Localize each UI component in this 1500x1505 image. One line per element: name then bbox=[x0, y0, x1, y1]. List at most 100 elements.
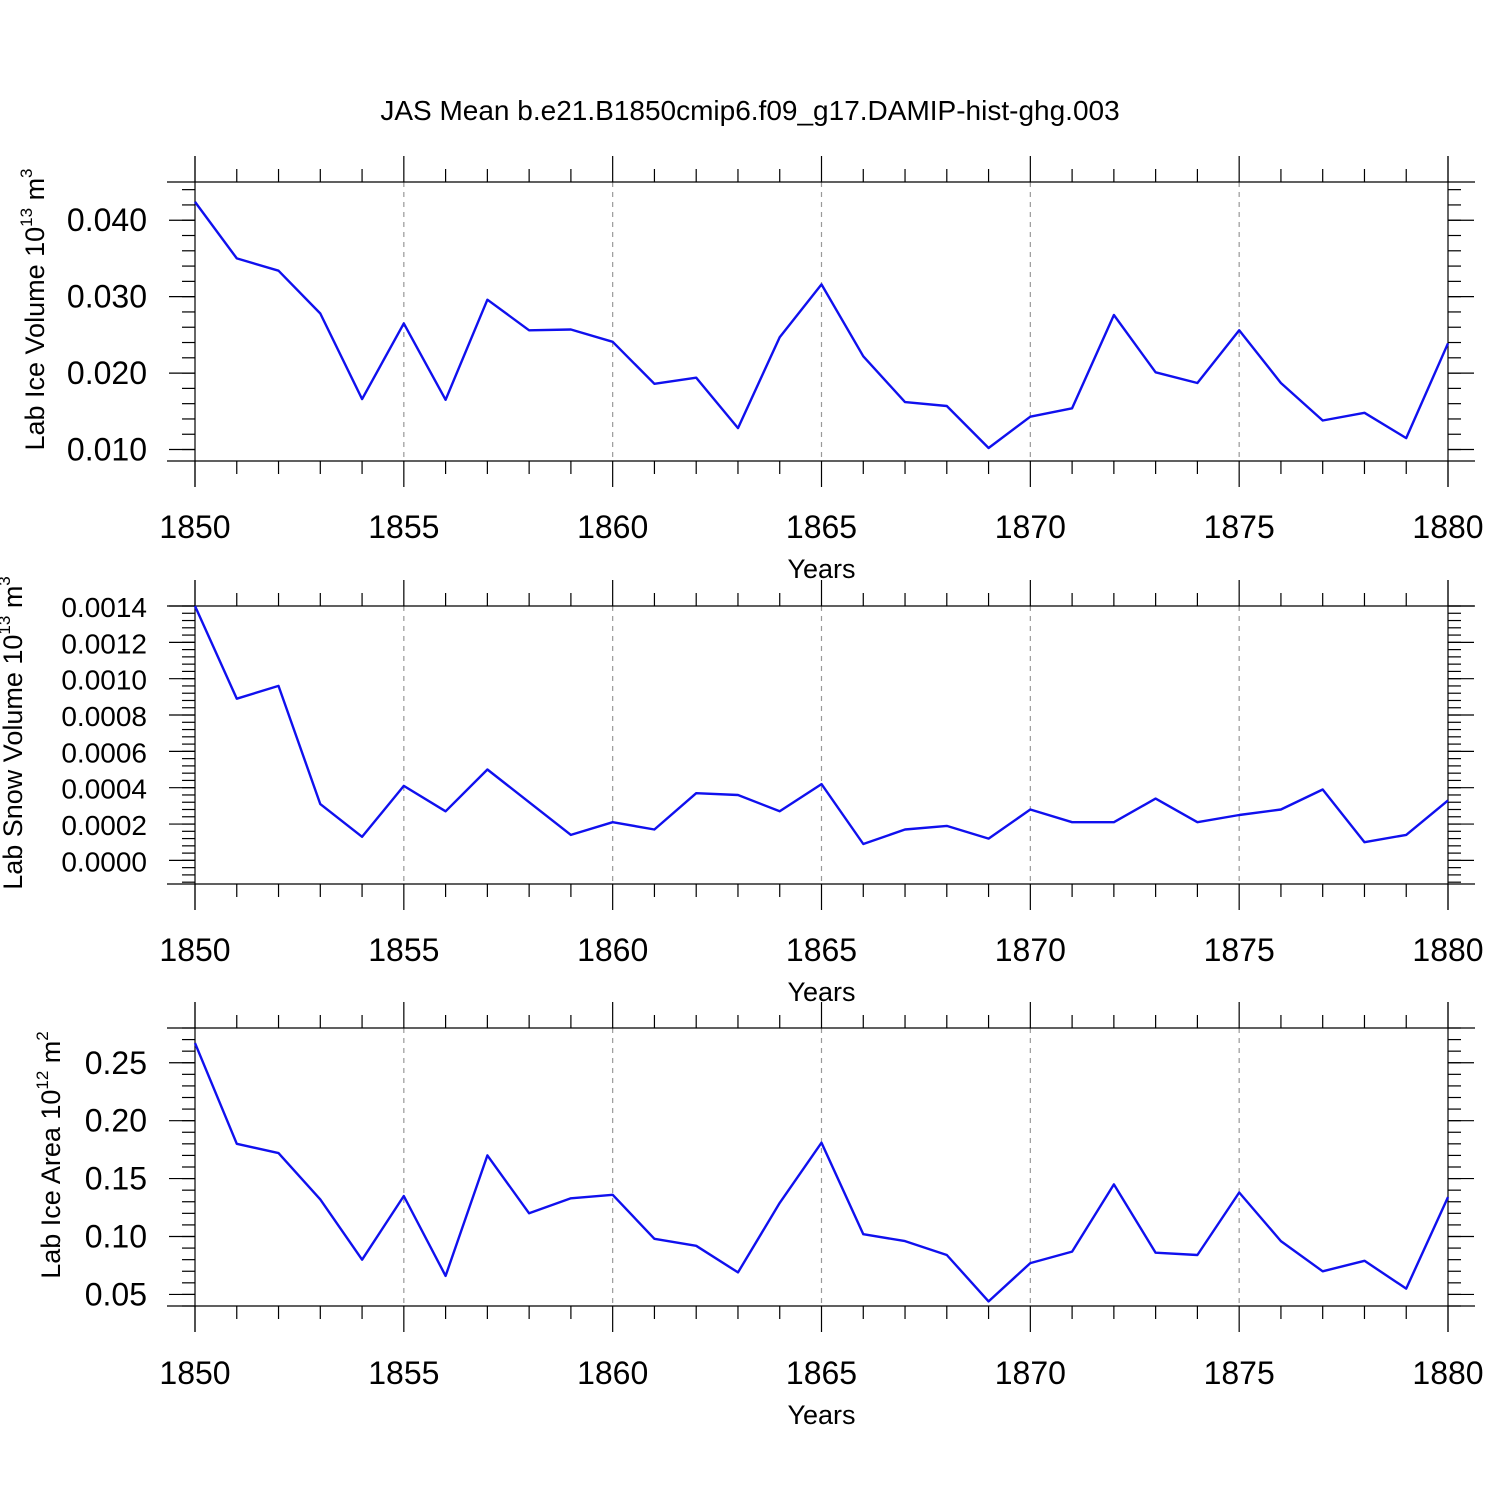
data-point bbox=[611, 820, 615, 824]
data-point bbox=[1237, 813, 1241, 817]
x-tick-label: 1880 bbox=[1412, 1355, 1483, 1391]
y-tick-label: 0.10 bbox=[85, 1219, 147, 1255]
data-point bbox=[402, 784, 406, 788]
panel-ice-volume: 1850 1855 1860 1865 1870 1875 1880 Years 0.010 0.… bbox=[17, 156, 1484, 584]
data-point bbox=[1195, 1253, 1199, 1257]
data-point bbox=[402, 321, 406, 325]
x-tick-label: 1850 bbox=[159, 1355, 230, 1391]
data-point bbox=[1321, 419, 1325, 423]
data-point bbox=[1070, 1250, 1074, 1254]
y-tick-label: 0.020 bbox=[67, 355, 147, 391]
data-point bbox=[1363, 1259, 1367, 1263]
data-point bbox=[569, 328, 573, 332]
data-point bbox=[1195, 381, 1199, 385]
data-point bbox=[945, 404, 949, 408]
data-point bbox=[1028, 415, 1032, 419]
data-point bbox=[1446, 798, 1450, 802]
data-point bbox=[402, 1194, 406, 1198]
data-point bbox=[1404, 833, 1408, 837]
data-point bbox=[1279, 381, 1283, 385]
data-point bbox=[277, 269, 281, 273]
y-tick-label: 0.0006 bbox=[61, 737, 147, 768]
x-tick-label: 1865 bbox=[786, 509, 857, 545]
series-line-ice-volume bbox=[194, 201, 1450, 450]
data-point bbox=[569, 1196, 573, 1200]
data-point bbox=[485, 1153, 489, 1157]
data-point bbox=[736, 1270, 740, 1274]
y-tick-label: 0.0014 bbox=[61, 592, 147, 623]
data-point bbox=[903, 828, 907, 832]
y-tick-label: 0.0000 bbox=[61, 846, 147, 877]
y-tick-label: 0.25 bbox=[85, 1045, 147, 1081]
data-point bbox=[1237, 328, 1241, 332]
data-point bbox=[987, 1299, 991, 1303]
data-point bbox=[1112, 820, 1116, 824]
data-point bbox=[193, 1041, 197, 1045]
data-point bbox=[1237, 1191, 1241, 1195]
data-point bbox=[694, 376, 698, 380]
data-point bbox=[694, 791, 698, 795]
x-axis-label: Years bbox=[787, 1400, 855, 1430]
data-point bbox=[611, 340, 615, 344]
data-point bbox=[235, 256, 239, 260]
data-point bbox=[861, 354, 865, 358]
x-tick-label: 1870 bbox=[995, 1355, 1066, 1391]
data-point bbox=[235, 1142, 239, 1146]
data-point bbox=[318, 1197, 322, 1201]
data-point bbox=[611, 1193, 615, 1197]
data-point bbox=[1028, 1261, 1032, 1265]
data-point bbox=[778, 809, 782, 813]
data-point bbox=[652, 382, 656, 386]
data-point bbox=[569, 833, 573, 837]
x-tick-label: 1870 bbox=[995, 509, 1066, 545]
x-tick-label: 1860 bbox=[577, 1355, 648, 1391]
data-point bbox=[652, 1237, 656, 1241]
panel-snow-volume: 1850 1855 1860 1865 1870 1875 1880Years0.00000… bbox=[0, 576, 1484, 1007]
data-point bbox=[277, 684, 281, 688]
figure-title: JAS Mean b.e21.B1850cmip6.f09_g17.DAMIP-… bbox=[380, 95, 1119, 126]
x-tick-label: 1855 bbox=[368, 1355, 439, 1391]
data-point bbox=[1321, 1269, 1325, 1273]
data-point bbox=[1028, 808, 1032, 812]
y-tick-label: 0.010 bbox=[67, 432, 147, 468]
data-point bbox=[1154, 370, 1158, 374]
y-tick-label: 0.0012 bbox=[61, 628, 147, 659]
x-tick-label: 1880 bbox=[1412, 932, 1483, 968]
data-point bbox=[527, 328, 531, 332]
data-point bbox=[736, 793, 740, 797]
data-point bbox=[1070, 406, 1074, 410]
data-point bbox=[360, 1258, 364, 1262]
y-tick-label: 0.15 bbox=[85, 1161, 147, 1197]
data-point bbox=[235, 697, 239, 701]
data-point bbox=[1112, 313, 1116, 317]
x-tick-label: 1865 bbox=[786, 1355, 857, 1391]
data-point bbox=[1404, 436, 1408, 440]
data-point bbox=[1363, 840, 1367, 844]
y-tick-label: 0.030 bbox=[67, 279, 147, 315]
y-tick-label: 0.040 bbox=[67, 202, 147, 238]
data-point bbox=[820, 1141, 824, 1145]
data-point bbox=[861, 1232, 865, 1236]
x-tick-label: 1860 bbox=[577, 509, 648, 545]
y-axis-label: Lab Ice Area 1012 m2 bbox=[33, 1031, 66, 1279]
data-point bbox=[1321, 788, 1325, 792]
data-point bbox=[736, 426, 740, 430]
data-point bbox=[318, 312, 322, 316]
data-point bbox=[820, 282, 824, 286]
data-point bbox=[694, 1244, 698, 1248]
data-point bbox=[193, 200, 197, 204]
y-tick-label: 0.0010 bbox=[61, 665, 147, 696]
data-point bbox=[1154, 797, 1158, 801]
data-point bbox=[1279, 808, 1283, 812]
data-point bbox=[527, 1211, 531, 1215]
data-point bbox=[444, 809, 448, 813]
y-tick-label: 0.0008 bbox=[61, 701, 147, 732]
data-point bbox=[1195, 820, 1199, 824]
series-line-ice-area bbox=[193, 1042, 1450, 1303]
x-tick-label: 1850 bbox=[159, 932, 230, 968]
data-point bbox=[945, 1253, 949, 1257]
data-point bbox=[485, 768, 489, 772]
data-point bbox=[527, 800, 531, 804]
